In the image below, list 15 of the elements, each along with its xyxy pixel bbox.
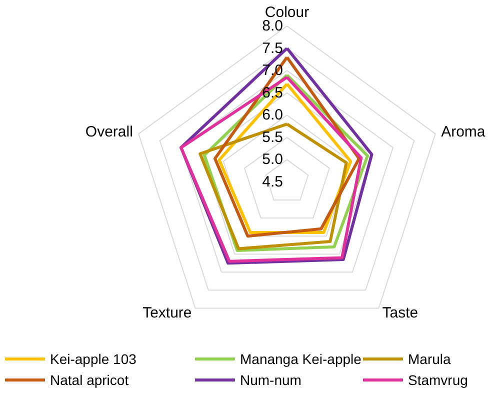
legend-label: Marula [408, 351, 452, 367]
spoke-label: Texture [142, 304, 192, 322]
y-tick-label: 4.5 [262, 174, 283, 190]
legend-label: Kei-apple 103 [50, 351, 137, 367]
legend-label: Natal apricot [50, 372, 129, 388]
y-tick-label: 6.0 [262, 106, 283, 124]
spoke-label: Taste [382, 304, 418, 322]
y-tick-label: 7.5 [262, 40, 283, 57]
legend-label: Stamvrug [408, 372, 468, 388]
legend-label: Mananga Kei-apple [240, 351, 362, 367]
y-tick-label: 5.0 [262, 151, 283, 168]
spoke-label: Aroma [441, 123, 486, 140]
spoke-label: Overall [85, 123, 133, 140]
legend-label: Num-num [240, 372, 302, 388]
y-tick-label: 5.5 [262, 128, 283, 146]
